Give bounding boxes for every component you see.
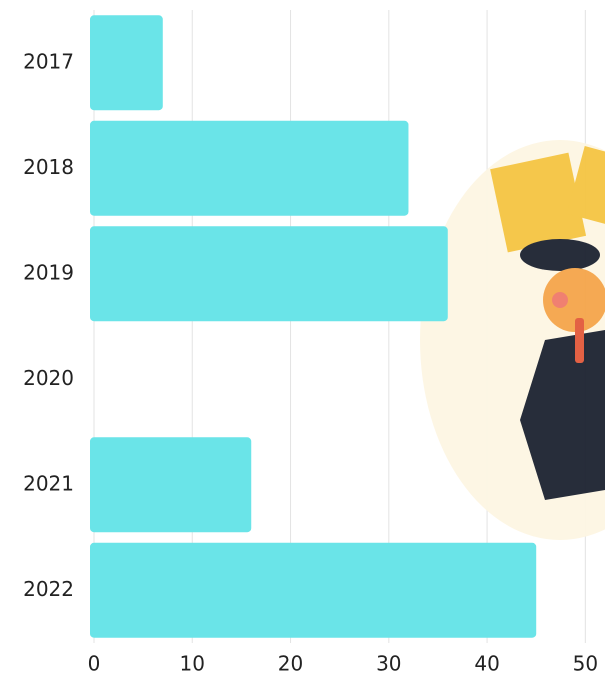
y-tick-label: 2018: [23, 155, 74, 179]
x-tick-label: 20: [278, 652, 303, 676]
bar: [90, 15, 163, 111]
x-tick-label: 10: [180, 652, 205, 676]
bar: [90, 437, 252, 533]
bar: [90, 226, 448, 322]
bar: [90, 120, 409, 216]
y-tick-label: 2020: [23, 366, 74, 390]
y-tick-label: 2017: [23, 49, 74, 73]
y-tick-label: 2019: [23, 260, 74, 284]
illustration: [420, 140, 605, 540]
x-tick-label: 40: [474, 652, 499, 676]
x-tick-label: 50: [573, 652, 598, 676]
x-tick-label: 30: [376, 652, 401, 676]
y-tick-label: 2021: [23, 471, 74, 495]
x-tick-label: 0: [88, 652, 101, 676]
bar: [90, 542, 537, 638]
y-tick-label: 2022: [23, 577, 74, 601]
